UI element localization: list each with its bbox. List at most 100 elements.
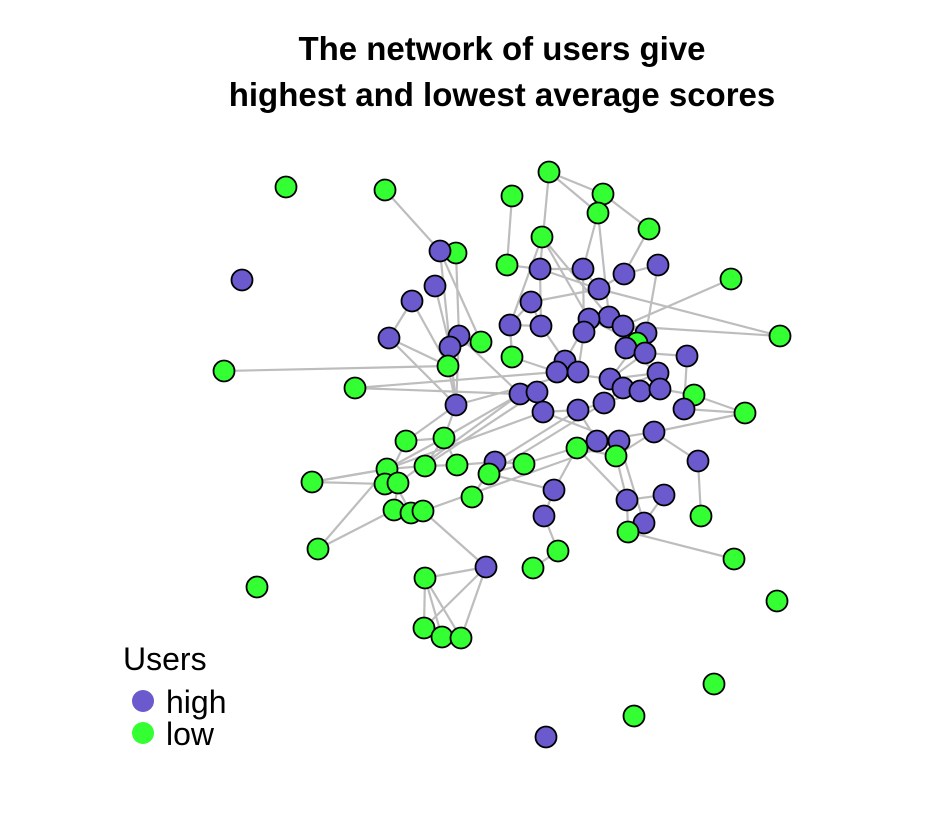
network-node-high <box>571 257 595 281</box>
network-node-high <box>566 360 590 384</box>
network-edge <box>454 252 461 337</box>
network-node-high <box>652 483 676 507</box>
network-edge <box>622 277 732 328</box>
legend-title: Users <box>123 641 207 677</box>
network-node-low <box>546 539 570 563</box>
network-node-low <box>719 267 743 291</box>
network-edge <box>422 439 620 513</box>
network-node-low <box>702 672 726 696</box>
network-node-low <box>413 454 437 478</box>
title-line-1: The network of users give <box>298 30 705 67</box>
network-node-high <box>572 320 596 344</box>
network-node-low <box>411 499 435 523</box>
network-node-high <box>566 398 590 422</box>
network-node-low <box>460 485 484 509</box>
network-node-low <box>565 436 589 460</box>
network-node-high <box>438 335 462 359</box>
network-node-low <box>306 537 330 561</box>
network-edge <box>644 264 660 334</box>
network-node-low <box>300 470 324 494</box>
network-node-low <box>500 345 524 369</box>
network-node-high <box>534 725 558 749</box>
network-node-high <box>628 379 652 403</box>
network-edge <box>538 171 551 270</box>
network-node-high <box>592 391 616 415</box>
network-node-high <box>545 360 569 384</box>
network-node-high <box>532 504 556 528</box>
network-node-low <box>412 616 436 640</box>
network-node-low <box>733 401 757 425</box>
network-node-low <box>604 444 628 468</box>
legend-label-high: high <box>166 684 227 720</box>
network-node-high <box>614 336 638 360</box>
network-node-low <box>530 225 554 249</box>
network-node-low <box>722 547 746 571</box>
network-node-low <box>212 359 236 383</box>
network-node-high <box>444 393 468 417</box>
network-node-low <box>689 504 713 528</box>
network-node-high <box>230 268 254 292</box>
network-edge <box>438 250 452 348</box>
network-node-low <box>432 426 456 450</box>
network-node-low <box>500 184 524 208</box>
network-node-high <box>585 429 609 453</box>
network-edge <box>505 195 514 266</box>
network-edge <box>388 337 457 406</box>
network-node-low <box>430 625 454 649</box>
network-edge <box>311 480 386 486</box>
network-node-low <box>768 324 792 348</box>
title-line-2: highest and lowest average scores <box>229 76 776 113</box>
network-node-high <box>542 478 566 502</box>
network-edge <box>223 364 449 373</box>
network-edge <box>411 300 449 367</box>
network-node-high <box>531 400 555 424</box>
network-node-high <box>423 274 447 298</box>
network-node-high <box>400 289 424 313</box>
network-node-low <box>537 160 561 184</box>
network-edge <box>459 566 488 639</box>
legend-swatch-high <box>132 690 154 712</box>
network-node-high <box>615 488 639 512</box>
network-node-low <box>445 453 469 477</box>
network-node-low <box>765 589 789 613</box>
network-node-low <box>469 330 493 354</box>
network-node-low <box>512 452 536 476</box>
network-node-high <box>587 277 611 301</box>
network-edge <box>596 212 611 318</box>
network-node-low <box>274 175 298 199</box>
network-edge <box>627 530 735 561</box>
network-node-low <box>521 556 545 580</box>
network-edge <box>423 566 487 629</box>
network-edge <box>494 409 579 463</box>
network-edge <box>354 386 521 396</box>
network-edge <box>354 370 558 390</box>
network-node-low <box>616 520 640 544</box>
network-node-high <box>633 341 657 365</box>
network-node-low <box>622 704 646 728</box>
network-edge <box>576 447 628 501</box>
network-node-high <box>642 420 666 444</box>
network-edge <box>438 250 483 343</box>
network-node-high <box>648 377 672 401</box>
network-node-high <box>498 313 522 337</box>
network-node-high <box>519 290 543 314</box>
network-edge <box>443 393 521 439</box>
network-node-low <box>495 253 519 277</box>
network-node-high <box>686 449 710 473</box>
network-edge <box>508 236 544 326</box>
network-node-low <box>343 376 367 400</box>
network-node-high <box>646 253 670 277</box>
network-node-high <box>525 380 549 404</box>
legend-label-low: low <box>166 716 215 752</box>
network-node-high <box>611 314 635 338</box>
network-node-low <box>477 462 501 486</box>
network-node-low <box>591 182 615 206</box>
network-node-high <box>377 326 401 350</box>
network-edge <box>311 467 388 484</box>
network-node-high <box>474 555 498 579</box>
network-edge <box>458 335 521 395</box>
network-edge <box>653 411 746 434</box>
network-edge <box>317 509 395 550</box>
network-node-high <box>612 262 636 286</box>
